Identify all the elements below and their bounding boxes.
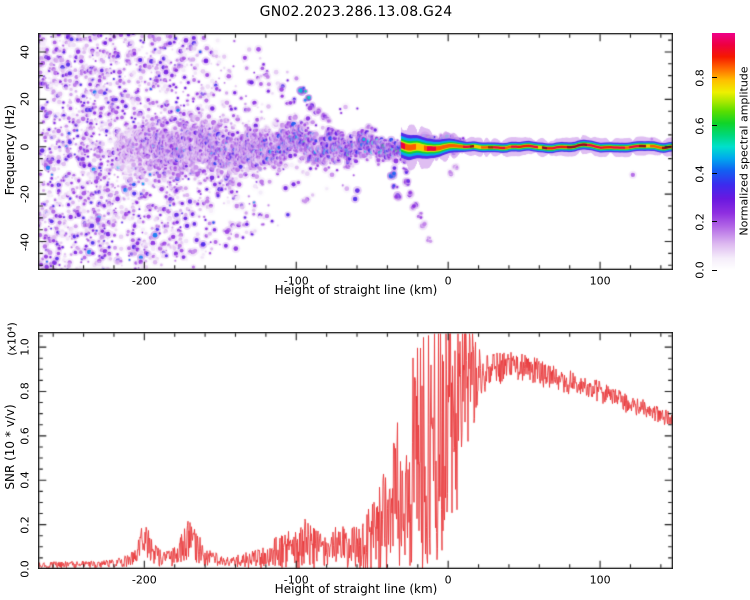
chart-title: GN02.2023.286.13.08.G24	[259, 4, 453, 20]
spec-xtick-label: 100	[589, 274, 611, 288]
snr-axis-label: SNR (10 * v/v)	[3, 404, 17, 490]
colorbar-tick-mark	[712, 221, 717, 223]
spec-ytick-label: 20	[18, 92, 32, 107]
snr-scale-label: (x10⁴)	[5, 322, 19, 356]
colorbar-tick-label: 0.4	[693, 165, 707, 183]
spec-xtick-label: -200	[131, 274, 157, 288]
colorbar-tick-mark	[712, 77, 717, 78]
snr-ytick-label: 0.0	[18, 560, 32, 578]
snr-ytick-label: 0.8	[18, 382, 32, 401]
colorbar-tick-label: 0.2	[693, 213, 707, 231]
colorbar-tick-mark	[712, 173, 717, 175]
frequency-axis-label: Frequency (Hz)	[3, 104, 17, 196]
snr-ytick-label: 1.0	[18, 338, 32, 356]
spec-xtick-label: -100	[283, 274, 309, 288]
colorbar-tick-label: 0.0	[693, 261, 707, 279]
snr-xtick-label: -200	[131, 573, 157, 587]
spectrogram-canvas	[38, 33, 673, 270]
spec-ytick-label: 0	[18, 143, 32, 151]
snr-ytick-label: 0.6	[18, 427, 32, 445]
spec-ytick-label: -20	[18, 185, 32, 204]
snr-xtick-label: 100	[589, 573, 611, 587]
spec-xtick-label: 0	[444, 274, 452, 288]
snr-ytick-label: 0.4	[18, 471, 32, 489]
colorbar-tick-label: 0.6	[693, 116, 707, 135]
colorbar-tick-label: 0.8	[693, 68, 707, 87]
spec-ytick-label: -40	[18, 232, 32, 251]
snr-xtick-label: 0	[444, 573, 452, 587]
colorbar-tick-mark	[712, 269, 717, 271]
colorbar	[712, 33, 735, 270]
height-axis-label-bottom: Height of straight line (km)	[274, 582, 438, 596]
colorbar-label: Normalized spectral amplitude	[737, 66, 750, 236]
colorbar-tick-mark	[712, 125, 717, 127]
snr-canvas	[38, 332, 673, 569]
snr-ytick-label: 0.2	[18, 515, 32, 534]
spec-ytick-label: 40	[18, 44, 32, 59]
height-axis-label-top: Height of straight line (km)	[274, 283, 438, 297]
snr-xtick-label: -100	[283, 573, 309, 587]
